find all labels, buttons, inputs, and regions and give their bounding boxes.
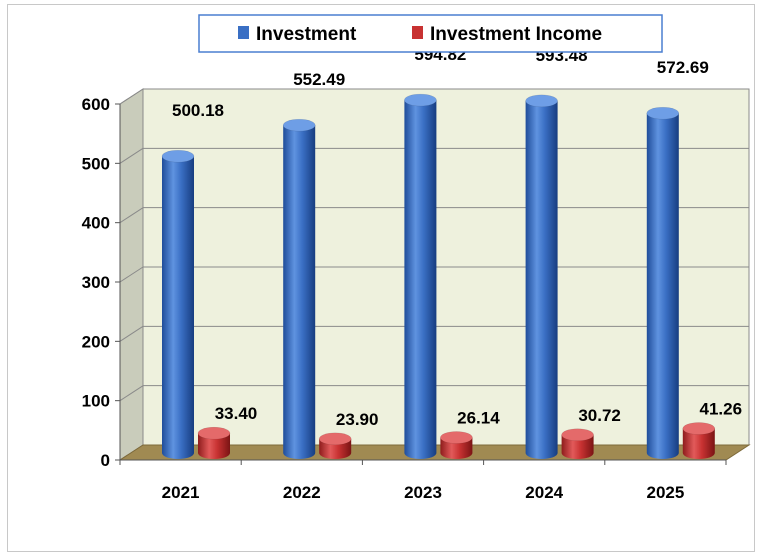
data-label-investment-2021: 500.18 bbox=[172, 101, 224, 120]
bar-body bbox=[198, 433, 230, 459]
legend-label-investment: Investment bbox=[256, 24, 357, 45]
x-tick-label: 2024 bbox=[525, 483, 563, 502]
bar-top bbox=[404, 93, 437, 107]
legend-swatch-investment-income bbox=[412, 26, 423, 39]
x-tick-label: 2023 bbox=[404, 483, 442, 502]
bar-top bbox=[161, 149, 195, 163]
bar-top bbox=[646, 106, 680, 120]
bar-investment-income-2025 bbox=[682, 422, 716, 459]
bar-investment-2022 bbox=[282, 118, 316, 459]
x-tick-label: 2022 bbox=[283, 483, 321, 502]
y-tick-label: 100 bbox=[82, 392, 110, 411]
bar-body bbox=[283, 125, 316, 459]
x-tick-label: 2021 bbox=[162, 483, 200, 502]
bar-investment-income-2021 bbox=[197, 426, 231, 459]
bar-body bbox=[162, 156, 194, 459]
bar-top bbox=[440, 431, 473, 444]
y-axis: 0 100 200 300 400 500 600 bbox=[82, 95, 121, 470]
bar-investment-2023 bbox=[404, 93, 437, 460]
gridline-side bbox=[119, 147, 144, 164]
x-tick-label: 2025 bbox=[646, 483, 684, 502]
bar-body bbox=[646, 113, 679, 460]
bar-investment-income-2024 bbox=[561, 428, 594, 459]
gridline-side bbox=[119, 207, 144, 224]
bar-top bbox=[682, 422, 716, 435]
legend-label-investment-income: Investment Income bbox=[430, 24, 602, 45]
y-tick-label: 400 bbox=[82, 214, 110, 233]
data-label-investment-income-2025: 41.26 bbox=[700, 400, 743, 419]
bar-investment-2021 bbox=[161, 149, 195, 459]
bar-body bbox=[525, 100, 558, 459]
x-axis: 2021 2022 2023 2024 2025 bbox=[119, 459, 727, 502]
bar-investment-2024 bbox=[525, 94, 558, 459]
legend-swatch-investment bbox=[238, 26, 249, 39]
data-label-investment-income-2023: 26.14 bbox=[457, 408, 500, 427]
bar-investment-income-2023 bbox=[440, 431, 473, 459]
bar-top bbox=[561, 428, 594, 442]
gridline-side bbox=[119, 385, 144, 402]
y-tick-label: 300 bbox=[82, 273, 110, 292]
bar-investment-2025 bbox=[646, 106, 680, 460]
bar-top bbox=[282, 118, 316, 132]
bar-top bbox=[197, 426, 231, 440]
bar-investment-income-2022 bbox=[318, 432, 352, 459]
data-label-investment-2022: 552.49 bbox=[293, 70, 345, 89]
bars bbox=[161, 93, 716, 460]
bar-top bbox=[525, 94, 558, 108]
bar-body bbox=[682, 428, 715, 459]
data-label-investment-income-2021: 33.40 bbox=[215, 404, 258, 423]
y-tick-label: 200 bbox=[82, 332, 110, 351]
y-tick-label: 500 bbox=[82, 154, 110, 173]
data-label-investment-income-2024: 30.72 bbox=[578, 406, 621, 425]
bar-top bbox=[318, 432, 352, 446]
gridline-side bbox=[119, 88, 144, 105]
y-tick-label: 0 bbox=[101, 451, 110, 470]
bar-body bbox=[561, 434, 594, 459]
legend: Investment Investment Income bbox=[198, 14, 663, 53]
data-label-investment-2025: 572.69 bbox=[657, 58, 709, 77]
gridline-side bbox=[119, 266, 144, 283]
gridline-side bbox=[119, 325, 144, 342]
data-label-investment-income-2022: 23.90 bbox=[336, 410, 379, 429]
y-tick-label: 600 bbox=[82, 95, 110, 114]
legend-box bbox=[198, 14, 663, 53]
bar-body bbox=[440, 437, 473, 459]
bar-body bbox=[404, 100, 437, 460]
